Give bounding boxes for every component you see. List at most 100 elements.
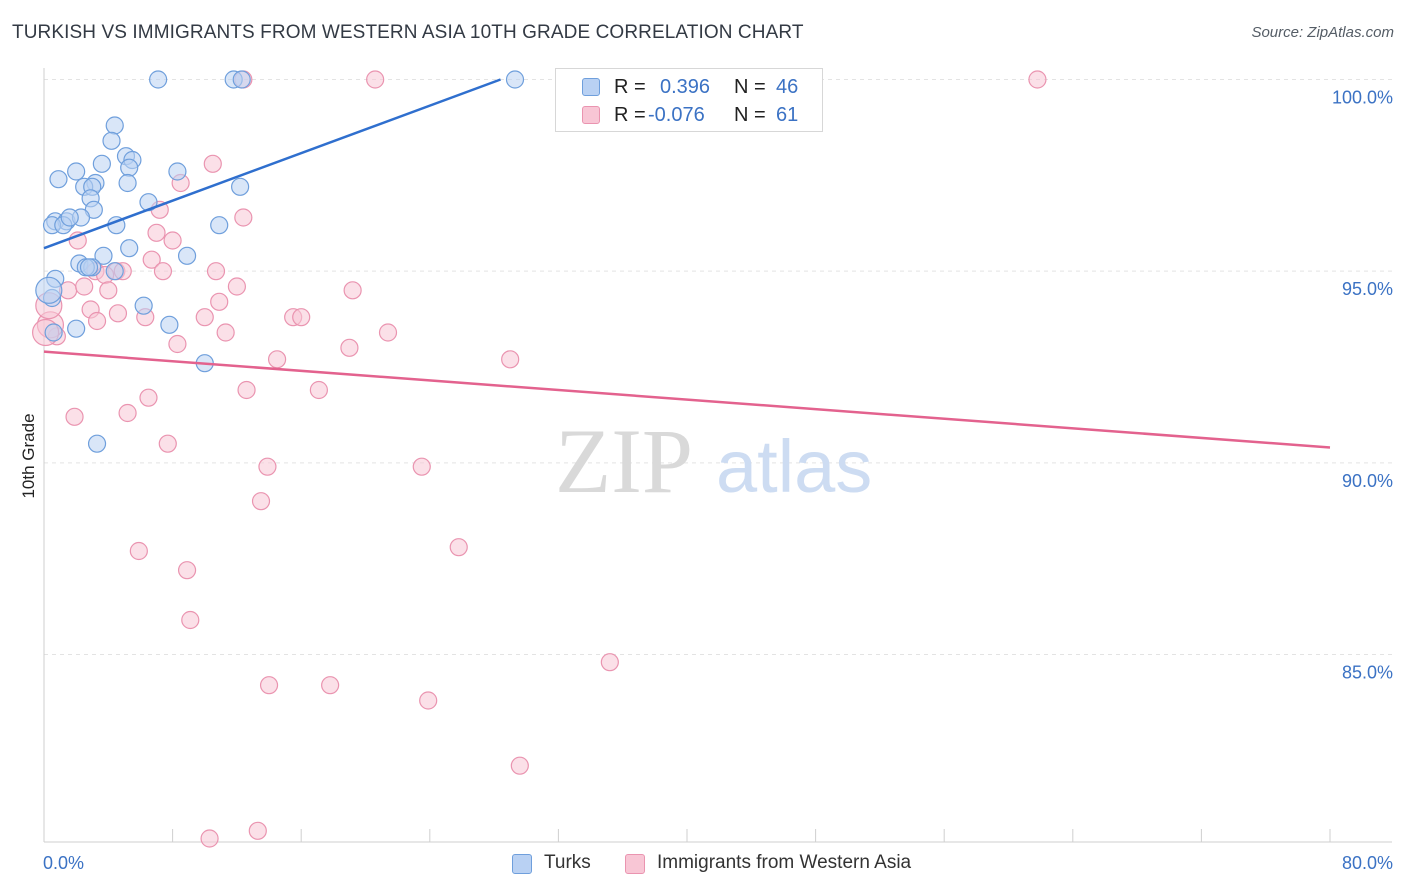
western-asia-point	[449, 538, 468, 557]
turks-point	[149, 70, 168, 89]
turks-point	[134, 296, 153, 315]
turks-point	[118, 173, 137, 193]
western-asia-swatch	[582, 106, 600, 124]
western-asia-point	[501, 350, 520, 369]
western-asia-point	[181, 610, 200, 630]
turks-point	[67, 162, 86, 181]
western-asia-point	[147, 223, 166, 242]
turks-point	[160, 315, 179, 334]
y-tick-label: 90.0%	[1342, 471, 1393, 491]
western-asia-point	[258, 457, 277, 476]
y-tick-label: 95.0%	[1342, 279, 1393, 299]
western-asia-point	[216, 323, 235, 342]
western-asia-point	[206, 262, 226, 281]
watermark-zip: ZIP	[555, 410, 693, 512]
series-legend: Turks Immigrants from Western Asia	[0, 852, 1406, 878]
turks-point	[79, 258, 99, 277]
turks-point	[505, 70, 525, 89]
western-asia-point	[227, 277, 246, 296]
western-asia-r-value: -0.076	[648, 104, 705, 126]
western-asia-point	[153, 262, 173, 281]
correlation-legend: R = 0.396 N = 46 R = -0.076 N = 61	[555, 68, 823, 132]
western-asia-point	[309, 380, 328, 400]
western-asia-point	[340, 338, 359, 357]
western-asia-point	[177, 561, 197, 580]
turks-point	[49, 170, 68, 189]
series-western-asia-points	[32, 70, 1047, 848]
turks-point	[60, 208, 79, 227]
western-asia-point	[419, 691, 438, 710]
turks-point	[105, 116, 124, 135]
turks-legend-swatch	[512, 854, 532, 874]
western-asia-point	[600, 653, 619, 672]
turks-point	[120, 158, 139, 177]
source-label: Source: ZipAtlas.com	[1251, 24, 1394, 41]
turks-point	[231, 177, 250, 196]
y-axis-title: 10th Grade	[19, 413, 38, 498]
r-label: R =	[614, 76, 646, 98]
turks-point	[210, 216, 229, 235]
turks-point	[102, 131, 121, 150]
tick-labels: 85.0% 90.0% 95.0% 100.0% 0.0% 80.0%	[43, 88, 1393, 874]
western-asia-point	[99, 281, 118, 300]
western-asia-point	[343, 281, 362, 300]
turks-point	[168, 162, 187, 181]
western-asia-point	[203, 154, 222, 173]
turks-point	[35, 276, 63, 304]
western-asia-point	[158, 434, 177, 453]
western-asia-point	[510, 756, 529, 775]
western-asia-legend-label: Immigrants from Western Asia	[657, 852, 912, 873]
turks-point	[94, 246, 113, 265]
series-turks-points	[35, 70, 525, 453]
turks-point	[232, 70, 251, 89]
turks-n-value: 46	[776, 76, 799, 98]
western-asia-point	[412, 457, 431, 476]
axes	[43, 68, 1392, 843]
watermark-atlas: atlas	[716, 425, 872, 508]
turks-r-value: 0.396	[660, 76, 711, 98]
turks-trend-line	[43, 78, 501, 250]
western-asia-point	[163, 231, 182, 250]
legend-row-western-asia: R = -0.076 N = 61	[556, 102, 822, 130]
n-label: N =	[734, 76, 766, 98]
western-asia-point	[378, 323, 398, 342]
western-asia-point	[87, 311, 107, 331]
turks-point	[105, 262, 124, 281]
western-asia-point	[118, 403, 137, 423]
turks-point	[87, 434, 107, 453]
western-asia-point	[195, 308, 214, 327]
western-asia-point	[366, 70, 385, 89]
watermark: ZIP atlas	[555, 410, 872, 512]
western-asia-point	[129, 541, 148, 561]
western-asia-n-value: 61	[776, 104, 799, 126]
western-asia-point	[1028, 70, 1047, 89]
turks-swatch	[582, 78, 600, 96]
western-asia-point	[267, 350, 287, 369]
x-tick-label: 80.0%	[1342, 853, 1393, 873]
western-asia-point	[248, 821, 267, 840]
western-asia-point	[139, 388, 158, 407]
western-asia-point	[210, 292, 229, 311]
r-label: R =	[614, 104, 646, 126]
western-asia-point	[259, 676, 279, 695]
chart-title: TURKISH VS IMMIGRANTS FROM WESTERN ASIA …	[12, 22, 804, 43]
n-label: N =	[734, 104, 766, 126]
turks-point	[177, 246, 197, 265]
turks-point	[44, 323, 63, 342]
trend-lines	[43, 78, 1331, 449]
western-asia-point	[251, 492, 271, 511]
western-asia-point	[237, 380, 256, 400]
western-asia-point	[234, 208, 253, 227]
western-asia-trend-line	[43, 350, 1331, 449]
y-tick-label: 85.0%	[1342, 663, 1393, 683]
turks-legend-label: Turks	[544, 852, 591, 873]
turks-point	[67, 319, 86, 338]
western-asia-legend-swatch	[625, 854, 645, 874]
western-asia-point	[142, 250, 161, 269]
western-asia-point	[65, 407, 84, 426]
y-tick-label: 100.0%	[1332, 88, 1393, 108]
western-asia-point	[168, 334, 187, 354]
western-asia-point	[321, 676, 340, 695]
turks-point	[92, 154, 111, 173]
